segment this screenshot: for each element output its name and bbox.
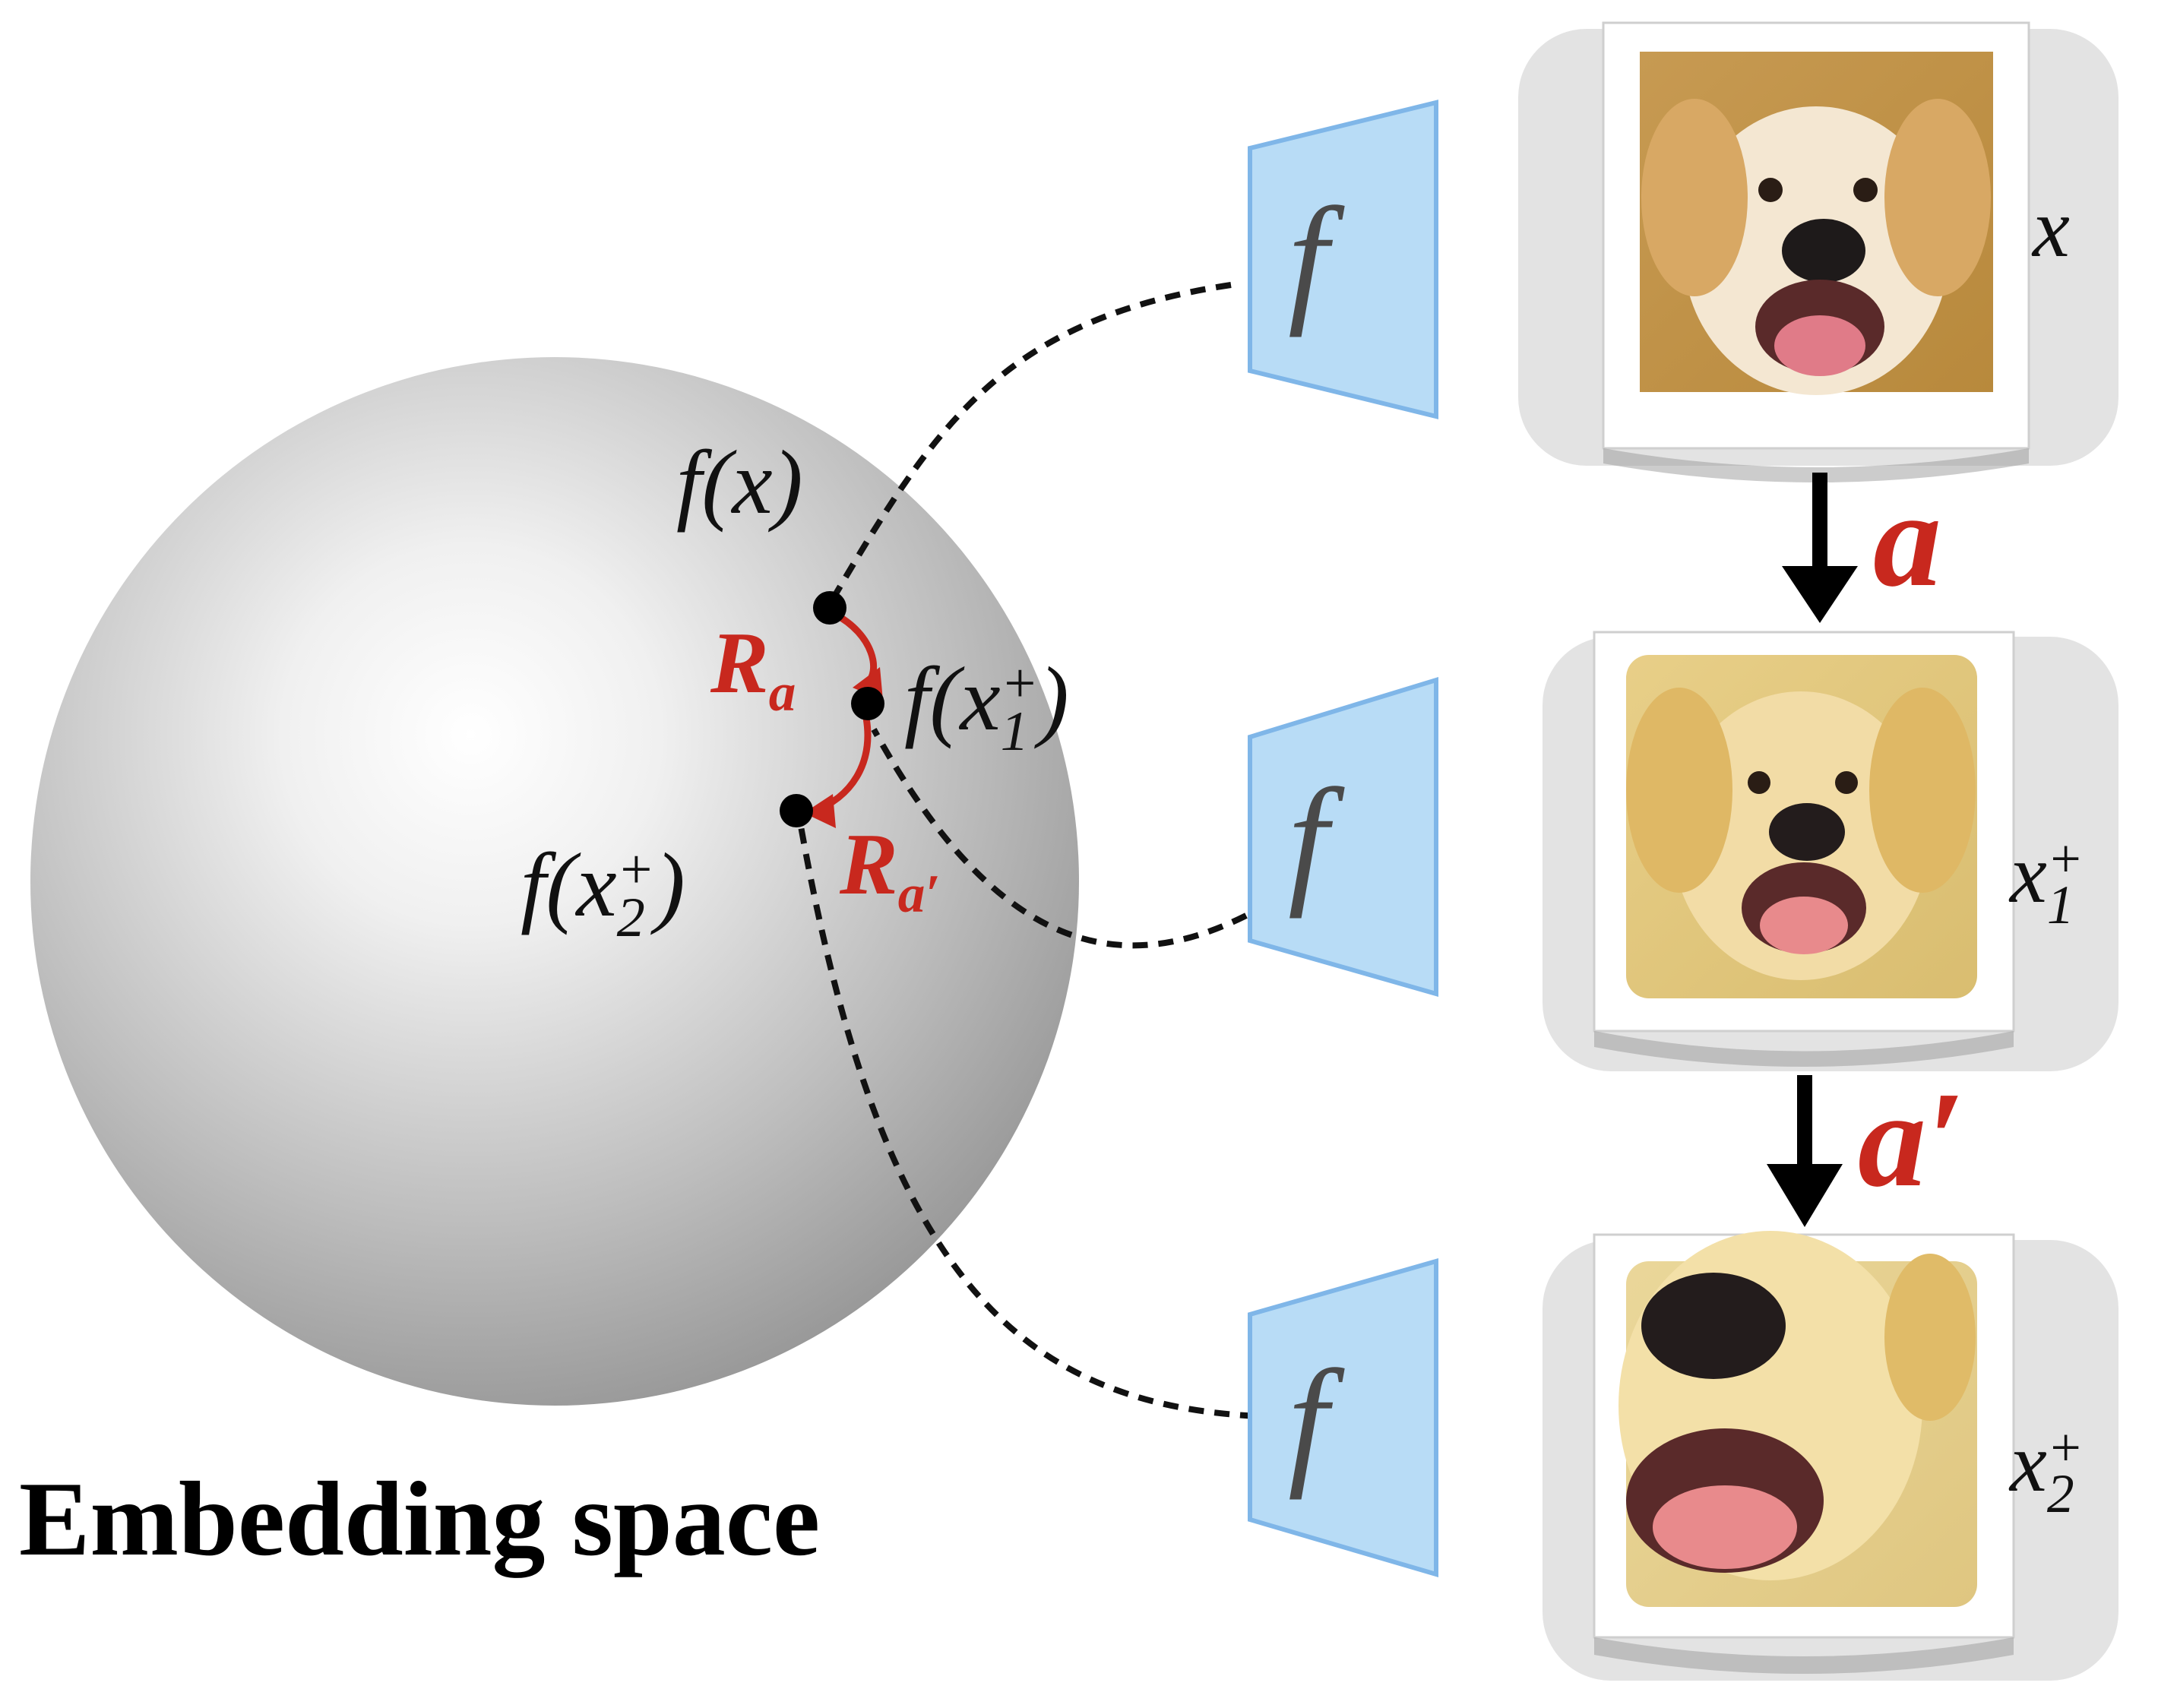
label-fx: f(x) (676, 432, 803, 533)
label-augmentation-a-prime: a′ (1858, 1064, 1965, 1215)
augmentation-arrow-a-shaft (1812, 473, 1827, 571)
encoder-block-3 (1248, 1258, 1438, 1578)
augmentation-arrow-a-prime-head (1767, 1164, 1843, 1227)
embedding-space-title: Embedding space (19, 1460, 821, 1578)
augmentation-arrow-a-prime-shaft (1797, 1075, 1812, 1170)
label-image-x: x (2033, 182, 2070, 274)
connector-x2 (795, 808, 1308, 1421)
embedding-sphere (30, 357, 1079, 1406)
encoder-block-1 (1248, 100, 1438, 419)
label-rotation-a-prime: Ra′ (840, 816, 941, 924)
connector-x1 (871, 728, 1248, 949)
point-fx1 (851, 687, 884, 720)
label-image-x1: x +1 (2010, 827, 2084, 935)
label-image-x2: x +2 (2010, 1416, 2084, 1524)
encoder-symbol-1: f (1288, 179, 1328, 338)
connector-x (829, 282, 1232, 603)
augmentation-arrow-a-head (1782, 566, 1858, 623)
label-fx1: f(x +1) (904, 648, 1069, 764)
encoder-symbol-3: f (1288, 1341, 1328, 1501)
rotation-arrowhead-a-prime (804, 794, 836, 828)
image-card-x1 (1543, 631, 2118, 1071)
label-rotation-a: Ra (710, 615, 796, 723)
encoder-symbol-2: f (1288, 760, 1328, 919)
point-fx (813, 591, 846, 625)
label-fx2: f(x +2) (521, 834, 685, 950)
image-card-x2 (1543, 1231, 2118, 1681)
point-fx2 (780, 794, 813, 827)
encoder-block-2 (1248, 676, 1438, 997)
label-augmentation-a: a (1873, 463, 1941, 615)
image-card-x (1518, 21, 2118, 482)
